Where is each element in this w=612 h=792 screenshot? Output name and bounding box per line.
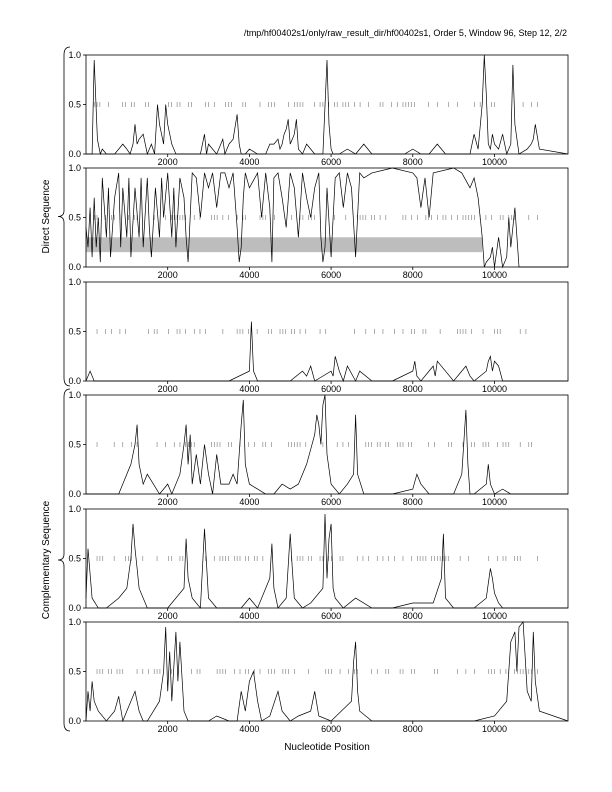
x-tick-label: 8000 (403, 157, 423, 167)
x-axis-title: Nucleotide Position (284, 742, 370, 753)
x-tick-label: 4000 (239, 157, 259, 167)
x-tick-label: 2000 (158, 497, 178, 507)
group-brace (57, 388, 71, 732)
series-line (85, 167, 568, 269)
x-tick-label: 2000 (158, 157, 178, 167)
series-line (86, 54, 569, 156)
y-tick-label: 0.0 (68, 489, 81, 499)
panel-frame (85, 281, 569, 382)
x-tick-label: 2000 (158, 384, 178, 394)
group-label: Direct Sequence (41, 179, 52, 253)
group-brace (57, 46, 71, 387)
series-line (85, 513, 568, 609)
x-tick-label: 2000 (158, 611, 178, 621)
y-tick-label: 0.5 (68, 100, 81, 110)
threshold-marks (93, 102, 538, 107)
y-tick-label: 1.0 (68, 617, 81, 627)
panel-frame (85, 621, 569, 722)
x-tick-label: 2000 (158, 270, 178, 280)
series-line (85, 621, 569, 723)
panel: 0.0 0.5 1.0 2000 4000 6000 8000 10000 (68, 163, 569, 280)
x-tick-label: 4000 (239, 497, 259, 507)
y-tick-label: 1.0 (68, 277, 81, 287)
y-tick-label: 1.0 (68, 504, 81, 514)
x-tick-label: 2000 (158, 724, 178, 734)
x-tick-label: 10000 (482, 724, 507, 734)
panel: 0.0 0.5 1.0 2000 4000 6000 8000 10000 (68, 50, 569, 167)
x-tick-label: 6000 (321, 611, 341, 621)
group-braces: Direct Sequence Complementary Sequence (41, 46, 71, 732)
panel: 0.0 0.5 1.0 2000 4000 6000 8000 10000 (68, 504, 569, 621)
y-tick-label: 0.5 (68, 213, 81, 223)
y-tick-label: 0.5 (68, 327, 81, 337)
x-tick-label: 10000 (482, 497, 507, 507)
threshold-marks (96, 442, 532, 447)
chart-header: /tmp/hf00402s1/only/raw_result_dir/hf004… (244, 28, 567, 38)
threshold-marks (96, 329, 527, 334)
y-tick-label: 0.0 (68, 603, 81, 613)
panel: 0.0 0.5 1.0 2000 4000 6000 8000 10000 (68, 617, 569, 734)
x-tick-label: 6000 (321, 270, 341, 280)
y-tick-label: 1.0 (68, 163, 81, 173)
y-tick-label: 0.0 (68, 376, 81, 386)
x-tick-label: 4000 (239, 724, 259, 734)
x-tick-label: 4000 (239, 270, 259, 280)
threshold-marks (96, 669, 538, 674)
threshold-marks (93, 215, 538, 220)
x-tick-label: 8000 (403, 384, 423, 394)
y-tick-label: 0.0 (68, 262, 81, 272)
x-tick-label: 8000 (403, 497, 423, 507)
y-tick-label: 0.0 (68, 149, 81, 159)
highlight-band (86, 237, 483, 253)
series-line (85, 321, 568, 383)
group-label: Complementary Sequence (41, 500, 52, 619)
x-tick-label: 8000 (403, 611, 423, 621)
x-tick-label: 8000 (403, 270, 423, 280)
x-tick-label: 6000 (321, 157, 341, 167)
y-tick-label: 0.0 (68, 716, 81, 726)
x-tick-label: 10000 (482, 384, 507, 394)
y-tick-label: 0.5 (68, 667, 81, 677)
x-tick-label: 10000 (482, 611, 507, 621)
x-tick-label: 6000 (321, 497, 341, 507)
x-tick-label: 8000 (403, 724, 423, 734)
y-tick-label: 0.5 (68, 440, 81, 450)
x-tick-label: 4000 (239, 384, 259, 394)
x-tick-label: 10000 (482, 157, 507, 167)
y-tick-label: 1.0 (68, 50, 81, 60)
panel-frame (85, 508, 569, 609)
panels-group: 0.0 0.5 1.0 2000 4000 6000 8000 10000 0.0 0.5 1.0 2… (68, 50, 569, 734)
y-tick-label: 1.0 (68, 390, 81, 400)
x-tick-label: 6000 (321, 384, 341, 394)
threshold-marks (96, 556, 538, 561)
panel: 0.0 0.5 1.0 2000 4000 6000 8000 10000 (68, 277, 569, 394)
series-line (86, 394, 568, 495)
x-tick-label: 10000 (482, 270, 507, 280)
x-tick-label: 4000 (239, 611, 259, 621)
x-tick-label: 6000 (321, 724, 341, 734)
y-tick-label: 0.5 (68, 554, 81, 564)
panel: 0.0 0.5 1.0 2000 4000 6000 8000 10000 (68, 390, 569, 507)
